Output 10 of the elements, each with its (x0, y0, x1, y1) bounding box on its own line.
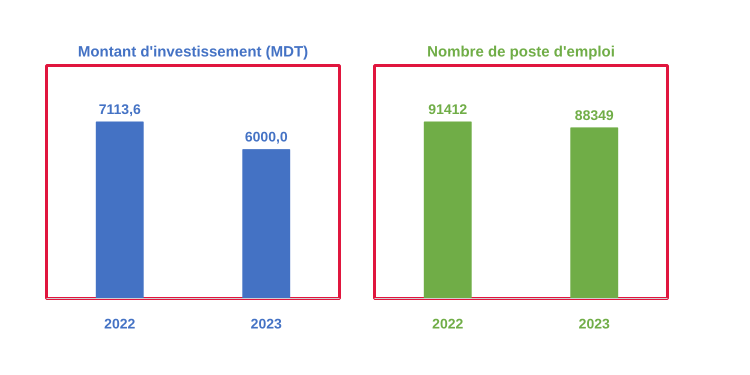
data-label: 6000,0 (244, 128, 288, 145)
x-tick-label: 2023 (250, 316, 282, 332)
x-tick-label: 2023 (578, 316, 610, 332)
data-label: 88349 (574, 106, 614, 123)
x-tick-label: 2022 (104, 316, 136, 332)
x-tick-label: 2022 (432, 316, 464, 332)
chart-title: Nombre de poste d'emploi (427, 44, 615, 60)
data-label: 7113,6 (98, 100, 141, 117)
chart-title: Montant d'investissement (MDT) (78, 44, 308, 60)
data-label: 91412 (428, 100, 468, 117)
